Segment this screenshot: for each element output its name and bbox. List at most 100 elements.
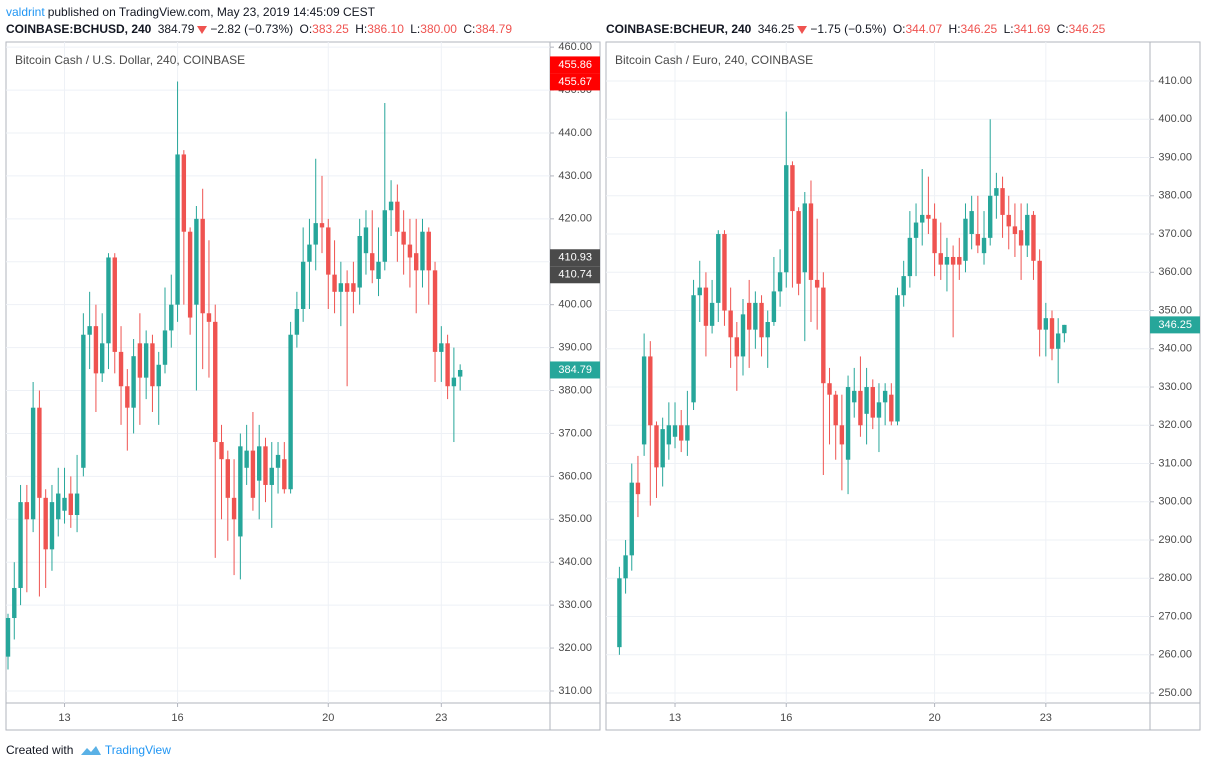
candle-body xyxy=(654,425,659,468)
candle-body xyxy=(753,302,758,330)
candle-body xyxy=(300,261,306,309)
candle-body xyxy=(414,253,419,271)
open: 383.25 xyxy=(312,22,349,36)
candle-body xyxy=(882,390,888,403)
y-tick-label: 260.00 xyxy=(1158,649,1192,661)
candle-body xyxy=(93,326,99,374)
pane-frame xyxy=(5,41,601,731)
candle-body xyxy=(56,493,61,520)
open-label: O: xyxy=(299,22,313,36)
price-label-bg xyxy=(550,266,600,284)
candle-body xyxy=(938,253,943,265)
y-tick-label: 420.00 xyxy=(558,213,592,225)
last-price: 384.79 xyxy=(157,22,195,36)
candle-body xyxy=(771,291,777,323)
candle-body xyxy=(808,203,814,280)
candle-body xyxy=(363,227,369,254)
candle-body xyxy=(43,497,48,550)
candle-body xyxy=(623,555,628,579)
candle-body xyxy=(426,231,431,271)
symbol: COINBASE:BCHEUR, 240 xyxy=(606,22,752,36)
price-label: 410.74 xyxy=(558,269,592,281)
x-tick-label: 20 xyxy=(322,712,334,724)
candle-body xyxy=(263,446,268,485)
candle-body xyxy=(244,450,249,468)
candle-body xyxy=(833,394,838,426)
close: 384.79 xyxy=(475,22,513,36)
candle-body xyxy=(932,218,937,254)
candle-body xyxy=(370,253,375,271)
candle-body xyxy=(722,234,727,311)
candle-body xyxy=(439,343,444,352)
y-tick-label: 320.00 xyxy=(1158,419,1192,431)
close-label: C: xyxy=(1056,22,1069,36)
candle-body xyxy=(963,218,968,261)
candle-body xyxy=(1043,318,1049,330)
y-tick-label: 360.00 xyxy=(558,470,592,482)
y-tick-label: 400.00 xyxy=(1158,113,1192,125)
candle-body xyxy=(728,310,733,338)
candle-body xyxy=(648,356,653,426)
y-tick-label: 390.00 xyxy=(558,342,592,354)
candle-body xyxy=(907,237,913,277)
candle-body xyxy=(407,244,413,258)
candle-body xyxy=(950,256,956,265)
y-tick-label: 310.00 xyxy=(1158,457,1192,469)
candle-body xyxy=(250,450,256,498)
down-arrow xyxy=(797,25,808,34)
candle-body xyxy=(901,276,906,296)
candle-body xyxy=(926,214,931,219)
price-label-bg xyxy=(550,56,600,74)
candle-body xyxy=(257,446,262,481)
legend-0: COINBASE:BCHUSD, 240 384.79 −2.82 (−0.73%… xyxy=(6,22,515,36)
candle-body xyxy=(746,302,752,330)
candle-body xyxy=(187,231,193,318)
candle-body xyxy=(432,270,438,352)
pane-frame xyxy=(605,41,1201,731)
open-label: O: xyxy=(892,22,906,36)
brand[interactable]: TradingView xyxy=(104,743,171,757)
y-tick-label: 380.00 xyxy=(1158,190,1192,202)
low-label: L: xyxy=(410,22,421,36)
candle-body xyxy=(629,482,634,556)
price-label-bg xyxy=(550,73,600,91)
y-tick-label: 390.00 xyxy=(1158,151,1192,163)
candle-body xyxy=(395,201,400,232)
y-tick-label: 410.00 xyxy=(1158,75,1192,87)
candle-body xyxy=(62,497,67,511)
x-tick-label: 13 xyxy=(58,712,70,724)
candle-body xyxy=(1037,260,1042,330)
y-tick-label: 350.00 xyxy=(1158,304,1192,316)
candle-body xyxy=(131,356,136,408)
candle-body xyxy=(969,211,974,235)
footer: Created with TradingView xyxy=(6,743,174,758)
candle-body xyxy=(1055,333,1061,349)
y-tick-label: 320.00 xyxy=(558,642,592,654)
candle-body xyxy=(445,343,450,387)
candle-body xyxy=(641,356,647,445)
candle-body xyxy=(181,154,187,232)
low-label: L: xyxy=(1003,22,1014,36)
logo-icon xyxy=(80,745,101,755)
candle-body xyxy=(1012,226,1018,235)
y-tick-label: 310.00 xyxy=(558,685,592,697)
candle-body xyxy=(307,244,312,262)
candle-body xyxy=(382,210,387,262)
candle-body xyxy=(703,287,709,326)
candle-body xyxy=(344,283,350,292)
candle-body xyxy=(275,454,281,468)
candle-body xyxy=(852,390,857,403)
candle-body xyxy=(845,387,851,460)
candle-body xyxy=(660,429,665,468)
candle-body xyxy=(839,425,845,445)
close: 346.25 xyxy=(1068,22,1106,36)
candle-body xyxy=(12,587,17,619)
candle-body xyxy=(876,402,882,418)
candle-body xyxy=(112,257,117,352)
x-tick-label: 23 xyxy=(435,712,447,724)
candle-body xyxy=(225,459,230,498)
author[interactable]: valdrint xyxy=(6,5,45,19)
last-price: 346.25 xyxy=(757,22,795,36)
price-label-bg xyxy=(550,361,600,379)
candle-body xyxy=(827,383,832,395)
